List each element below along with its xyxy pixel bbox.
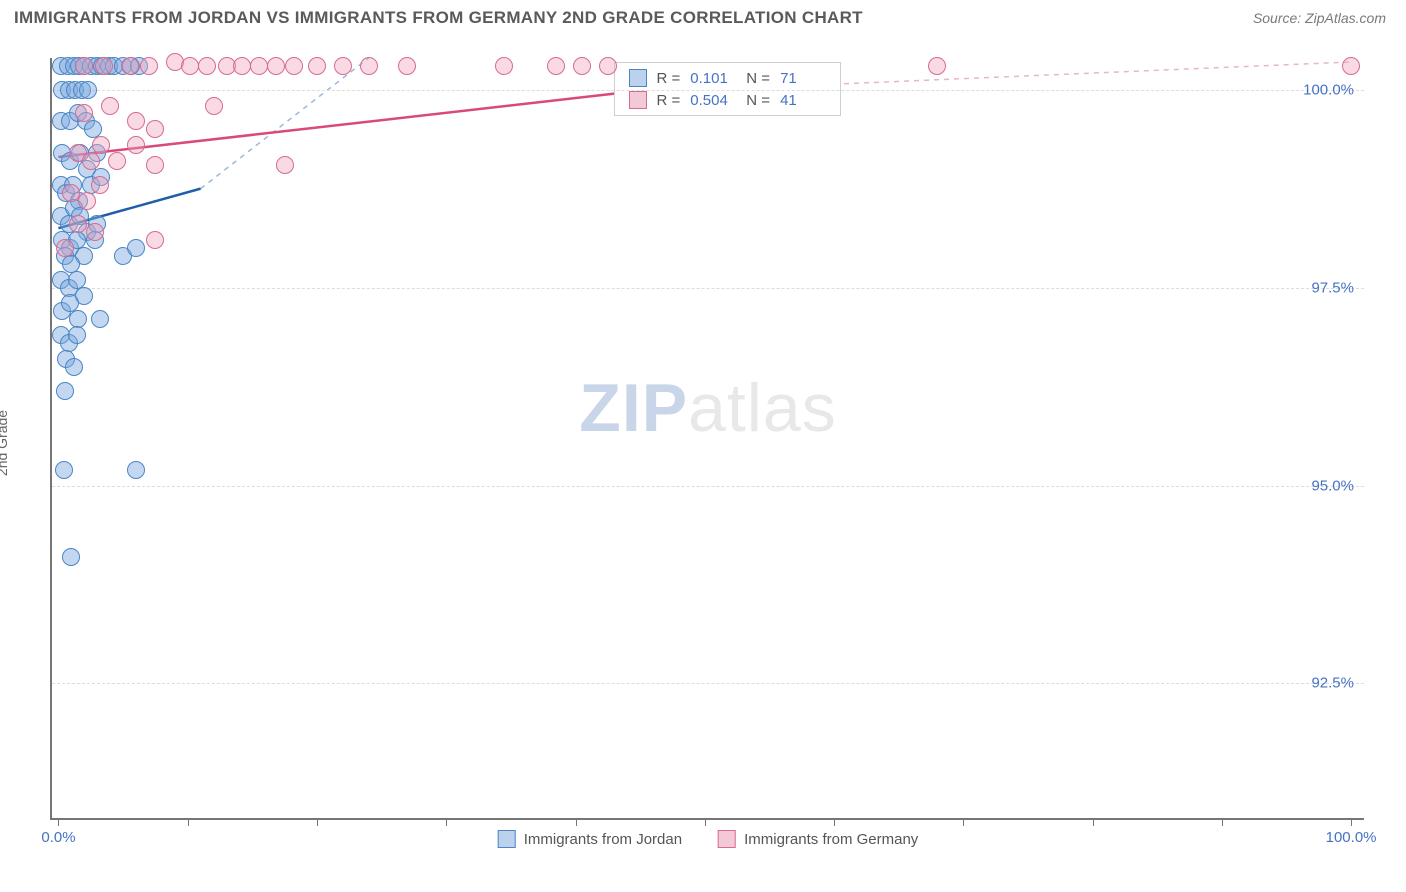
legend-label: Immigrants from Germany [744, 831, 918, 848]
data-point-germany [78, 192, 96, 210]
data-point-germany [267, 57, 285, 75]
data-point-jordan [55, 461, 73, 479]
gridline [52, 288, 1364, 289]
data-point-germany [86, 223, 104, 241]
r-label: R = [657, 70, 681, 87]
x-tick [1222, 818, 1223, 826]
x-tick-label: 100.0% [1326, 829, 1377, 846]
data-point-germany [75, 104, 93, 122]
x-tick [834, 818, 835, 826]
data-point-germany [127, 136, 145, 154]
series-legend: Immigrants from Jordan Immigrants from Ge… [498, 830, 919, 848]
legend-item-germany: Immigrants from Germany [718, 830, 918, 848]
r-value: 0.101 [690, 70, 736, 87]
data-point-germany [276, 156, 294, 174]
x-tick [188, 818, 189, 826]
data-point-germany [140, 57, 158, 75]
data-point-jordan [65, 358, 83, 376]
plot-area: ZIPatlas R =0.101N =71R =0.504N =41 Immi… [50, 58, 1364, 820]
x-tick [1351, 818, 1352, 826]
y-tick-label: 92.5% [1311, 675, 1354, 692]
data-point-germany [181, 57, 199, 75]
legend-row-germany: R = 0.504 N = 41 [615, 89, 841, 111]
y-tick-label: 100.0% [1303, 81, 1354, 98]
data-point-germany [146, 120, 164, 138]
data-point-germany [56, 239, 74, 257]
data-point-germany [101, 97, 119, 115]
data-point-jordan [62, 548, 80, 566]
data-point-germany [928, 57, 946, 75]
data-point-germany [198, 57, 216, 75]
chart-title: IMMIGRANTS FROM JORDAN VS IMMIGRANTS FRO… [14, 8, 863, 28]
r-value: 0.504 [690, 92, 736, 109]
watermark-bold: ZIP [579, 370, 688, 446]
data-point-germany [205, 97, 223, 115]
data-point-germany [82, 152, 100, 170]
gridline [52, 683, 1364, 684]
chart-header: IMMIGRANTS FROM JORDAN VS IMMIGRANTS FRO… [0, 0, 1406, 32]
legend-item-jordan: Immigrants from Jordan [498, 830, 682, 848]
data-point-germany [127, 112, 145, 130]
n-label: N = [746, 92, 770, 109]
data-point-germany [308, 57, 326, 75]
data-point-germany [285, 57, 303, 75]
legend-label: Immigrants from Jordan [524, 831, 682, 848]
watermark: ZIPatlas [579, 369, 836, 447]
data-point-germany [334, 57, 352, 75]
n-value: 41 [780, 92, 826, 109]
legend-swatch-germany [718, 830, 736, 848]
data-point-germany [398, 57, 416, 75]
legend-swatch-germany [629, 91, 647, 109]
data-point-germany [495, 57, 513, 75]
data-point-jordan [79, 81, 97, 99]
data-point-germany [547, 57, 565, 75]
x-tick-label: 0.0% [41, 829, 75, 846]
x-tick [446, 818, 447, 826]
data-point-germany [599, 57, 617, 75]
data-point-jordan [127, 239, 145, 257]
x-tick [317, 818, 318, 826]
data-point-germany [92, 136, 110, 154]
legend-row-jordan: R = 0.101 N = 71 [615, 67, 841, 89]
source-credit: Source: ZipAtlas.com [1253, 10, 1386, 26]
data-point-jordan [127, 461, 145, 479]
y-tick-label: 97.5% [1311, 279, 1354, 296]
x-tick [576, 818, 577, 826]
chart-container: 2nd Grade ZIPatlas R =0.101N =71R =0.504… [14, 40, 1392, 846]
data-point-germany [75, 57, 93, 75]
legend-swatch-jordan [498, 830, 516, 848]
gridline [52, 486, 1364, 487]
n-value: 71 [780, 70, 826, 87]
data-point-germany [360, 57, 378, 75]
data-point-germany [121, 57, 139, 75]
x-tick [1093, 818, 1094, 826]
watermark-light: atlas [688, 370, 837, 446]
y-tick-label: 95.0% [1311, 477, 1354, 494]
x-tick [705, 818, 706, 826]
data-point-germany [108, 152, 126, 170]
r-label: R = [657, 92, 681, 109]
trend-lines-layer [52, 58, 1364, 818]
legend-swatch-jordan [629, 69, 647, 87]
x-tick [963, 818, 964, 826]
n-label: N = [746, 70, 770, 87]
data-point-germany [250, 57, 268, 75]
data-point-jordan [68, 326, 86, 344]
data-point-jordan [91, 310, 109, 328]
data-point-germany [146, 156, 164, 174]
gridline [52, 90, 1364, 91]
data-point-germany [146, 231, 164, 249]
data-point-germany [233, 57, 251, 75]
y-axis-label: 2nd Grade [0, 410, 10, 476]
data-point-germany [1342, 57, 1360, 75]
x-tick [58, 818, 59, 826]
data-point-germany [95, 57, 113, 75]
data-point-germany [91, 176, 109, 194]
data-point-jordan [56, 382, 74, 400]
data-point-germany [573, 57, 591, 75]
data-point-germany [69, 215, 87, 233]
